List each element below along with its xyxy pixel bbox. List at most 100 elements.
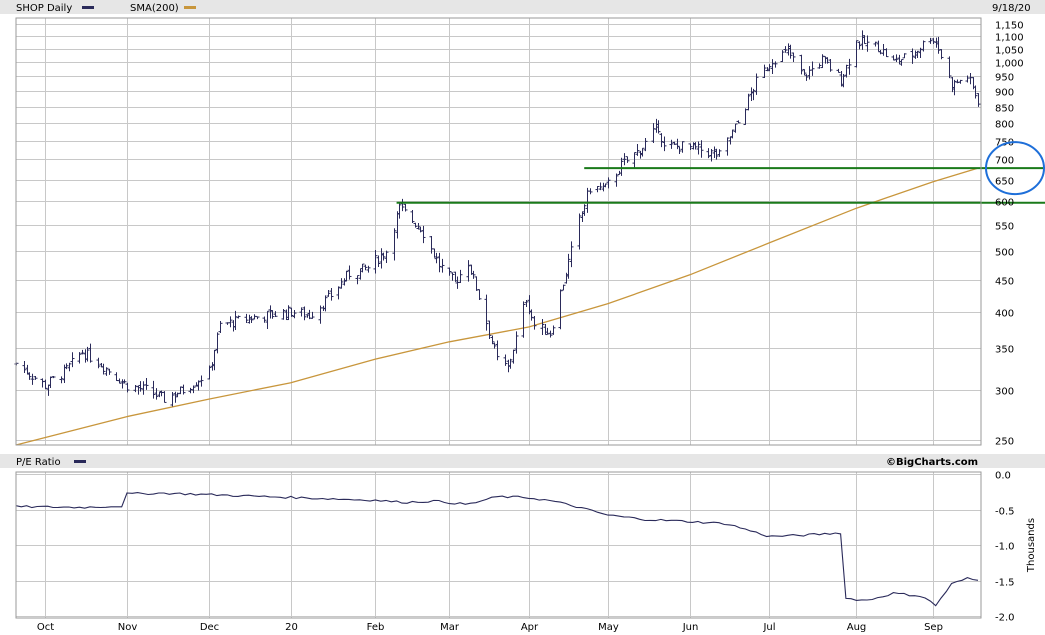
price-y-tick-label: 450 [995, 277, 1014, 288]
price-bar [839, 70, 844, 87]
price-bar [788, 44, 793, 59]
price-y-tick-label: 300 [995, 387, 1014, 398]
price-bar [458, 269, 463, 284]
price-bar [582, 204, 587, 216]
price-bar [188, 387, 193, 394]
price-bar [199, 375, 204, 387]
price-bar [104, 367, 109, 376]
price-bar [347, 265, 352, 280]
price-bar [751, 88, 756, 101]
price-bar [292, 310, 297, 319]
price-bar [659, 133, 664, 148]
price-y-tick-label: 500 [995, 248, 1014, 259]
price-bar [952, 79, 957, 96]
pe-y-axis: 0.0 -0.5 -1.0 -1.5 -2.0 [995, 471, 1015, 624]
price-bar [218, 320, 223, 333]
price-bar [265, 310, 270, 329]
price-bar [144, 378, 149, 390]
price-bar [783, 46, 788, 53]
price-bar [625, 156, 630, 163]
price-bar [249, 316, 254, 324]
price-bar [307, 309, 312, 320]
price-bar [511, 349, 516, 364]
price-bar [447, 267, 452, 276]
x-tick-label: Jun [682, 622, 699, 633]
pe-legend-swatch [74, 460, 86, 463]
price-bar [22, 360, 27, 373]
price-bar [67, 362, 72, 372]
price-bar [566, 253, 571, 279]
price-bar [862, 35, 867, 45]
pe-y-tick-label: -2.0 [995, 613, 1015, 624]
price-bar [43, 379, 48, 390]
price-bar [151, 380, 156, 399]
price-bar [120, 379, 125, 389]
price-bar [958, 79, 963, 84]
price-bar [27, 372, 32, 380]
price-bar [339, 278, 344, 289]
price-bar [88, 343, 93, 363]
pe-series-line [15, 492, 979, 607]
price-bar [558, 289, 563, 330]
price-bar [540, 319, 545, 336]
price-bar [934, 37, 939, 48]
price-bar [810, 61, 815, 76]
price-bar [244, 313, 249, 324]
price-y-tick-label: 900 [995, 88, 1014, 99]
price-y-tick-label: 1,050 [995, 46, 1024, 57]
pe-gridlines [16, 472, 981, 618]
price-bar [450, 272, 455, 281]
price-bar [487, 320, 492, 340]
price-y-tick-label: 650 [995, 177, 1014, 188]
price-bar [194, 382, 199, 387]
price-bar [595, 186, 600, 193]
price-bar [514, 331, 519, 354]
price-bar [928, 37, 933, 44]
price-bars [14, 30, 981, 407]
x-tick-label: Mar [440, 622, 460, 633]
price-bar [210, 362, 215, 371]
price-bar [64, 363, 69, 370]
price-bar [40, 378, 45, 388]
price-bar [799, 54, 804, 75]
price-y-tick-label: 400 [995, 309, 1014, 320]
price-header-bar [0, 0, 1045, 14]
price-y-tick-label: 950 [995, 73, 1014, 84]
price-bar [693, 142, 698, 150]
price-bar [973, 85, 978, 99]
price-bar [77, 352, 82, 364]
price-bar [48, 376, 53, 389]
price-bar [302, 306, 307, 321]
price-bar [910, 48, 915, 64]
price-bar [643, 137, 648, 152]
price-bar [310, 311, 315, 319]
price-bar [754, 73, 759, 95]
price-bar [569, 241, 574, 268]
price-bar [548, 330, 553, 338]
price-bar [580, 211, 585, 222]
support-lines [396, 167, 1045, 204]
price-bar [85, 346, 90, 362]
price-bar [662, 136, 667, 152]
price-bar [471, 270, 476, 279]
price-bar [440, 258, 445, 273]
price-bar [640, 147, 645, 157]
price-bar [101, 363, 106, 375]
price-bar [508, 358, 513, 369]
price-bar [598, 182, 603, 191]
price-bar [299, 307, 304, 317]
price-bar [857, 41, 862, 50]
price-bar [434, 252, 439, 264]
price-bar [392, 228, 397, 261]
price-bar [706, 148, 711, 159]
price-bar [96, 357, 101, 369]
price-bar [677, 146, 682, 154]
price-bar [733, 123, 738, 133]
price-bar [841, 73, 846, 88]
price-y-tick-label: 1,150 [995, 21, 1024, 32]
price-bar [236, 315, 241, 319]
price-bar [632, 152, 637, 168]
price-bar [466, 260, 471, 282]
price-bar [30, 373, 35, 385]
price-bar [173, 391, 178, 403]
